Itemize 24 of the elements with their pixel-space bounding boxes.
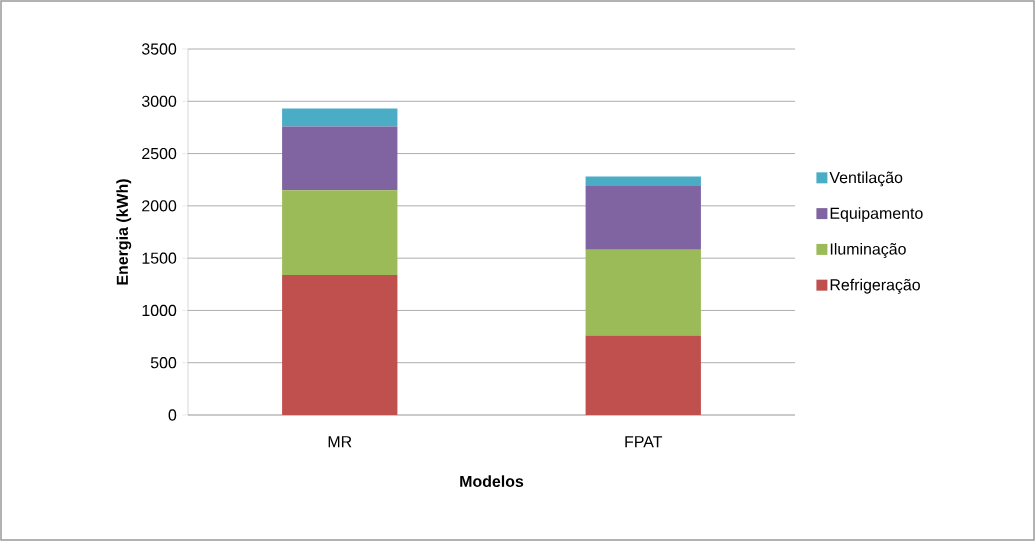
bar <box>585 335 701 415</box>
x-axis-title: Modelos <box>460 475 524 488</box>
y-tick-label: 500 <box>150 357 177 369</box>
bar <box>282 190 398 275</box>
bar <box>585 249 701 336</box>
bar <box>282 274 398 415</box>
x-tick-label: FPAT <box>625 436 663 448</box>
legend-label: Equipamento <box>830 207 923 223</box>
y-tick-label: 2500 <box>142 147 177 160</box>
legend-label: Ventilação <box>829 171 903 187</box>
legend-label: Refrigeração <box>830 278 920 294</box>
bar <box>282 126 398 191</box>
legend-label: Iluminação <box>830 243 906 258</box>
y-tick-label: 1500 <box>142 252 177 264</box>
y-tick-label: 3000 <box>141 95 177 107</box>
y-tick-label: 1000 <box>142 304 177 317</box>
y-tick-label: 3500 <box>141 43 177 55</box>
bar <box>585 176 701 186</box>
x-tick-label: MR <box>328 436 352 448</box>
bar <box>585 185 701 250</box>
y-axis-title: Energia (kWh) <box>116 179 132 285</box>
bar <box>282 108 398 127</box>
y-tick-label: 0 <box>168 409 177 421</box>
y-tick-label: 2000 <box>142 200 177 212</box>
